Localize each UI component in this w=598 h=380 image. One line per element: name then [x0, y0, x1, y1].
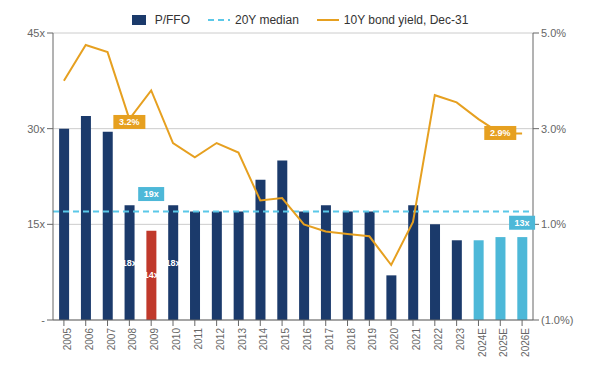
svg-text:2010: 2010: [171, 328, 182, 351]
svg-text:2.9%: 2.9%: [490, 128, 511, 138]
svg-text:2018: 2018: [346, 328, 357, 351]
svg-text:2014: 2014: [258, 328, 269, 351]
svg-text:19x: 19x: [144, 189, 159, 199]
svg-text:3.0%: 3.0%: [541, 123, 566, 135]
svg-text:2025E: 2025E: [498, 328, 509, 357]
svg-text:30x: 30x: [27, 123, 45, 135]
html-text:20Y median: 20Y median: [235, 13, 299, 27]
svg-text:2006: 2006: [84, 328, 95, 351]
html-text:10Y bond yield, Dec-31: 10Y bond yield, Dec-31: [343, 13, 469, 27]
svg-text:13x: 13x: [515, 218, 530, 228]
svg-text:1.0%: 1.0%: [541, 218, 566, 230]
html-text:P/FFO: P/FFO: [154, 13, 190, 27]
svg-text:2020: 2020: [389, 328, 400, 351]
svg-text:2023: 2023: [455, 328, 466, 351]
svg-text:2024E: 2024E: [477, 328, 488, 357]
svg-text:2019: 2019: [367, 328, 378, 351]
svg-text:(1.0%): (1.0%): [541, 314, 573, 326]
svg-text:2017: 2017: [324, 328, 335, 351]
svg-text:18x: 18x: [165, 258, 180, 268]
svg-text:2013: 2013: [237, 328, 248, 351]
svg-text:2026E: 2026E: [520, 328, 531, 357]
svg-text:15x: 15x: [27, 218, 45, 230]
svg-text:2021: 2021: [411, 328, 422, 351]
svg-text:2007: 2007: [106, 328, 117, 351]
svg-text:2012: 2012: [215, 328, 226, 351]
svg-text:3.2%: 3.2%: [119, 117, 140, 127]
svg-text:2015: 2015: [280, 328, 291, 351]
svg-text:2022: 2022: [433, 328, 444, 351]
svg-text:18x: 18x: [122, 258, 137, 268]
svg-text:2005: 2005: [62, 328, 73, 351]
svg-text:5.0%: 5.0%: [541, 27, 566, 39]
svg-text:2009: 2009: [149, 328, 160, 351]
svg-text:-: -: [41, 314, 45, 326]
svg-text:45x: 45x: [27, 27, 45, 39]
svg-text:2016: 2016: [302, 328, 313, 351]
svg-text:2011: 2011: [193, 328, 204, 350]
svg-text:14x: 14x: [144, 270, 159, 280]
svg-text:2008: 2008: [127, 328, 138, 351]
